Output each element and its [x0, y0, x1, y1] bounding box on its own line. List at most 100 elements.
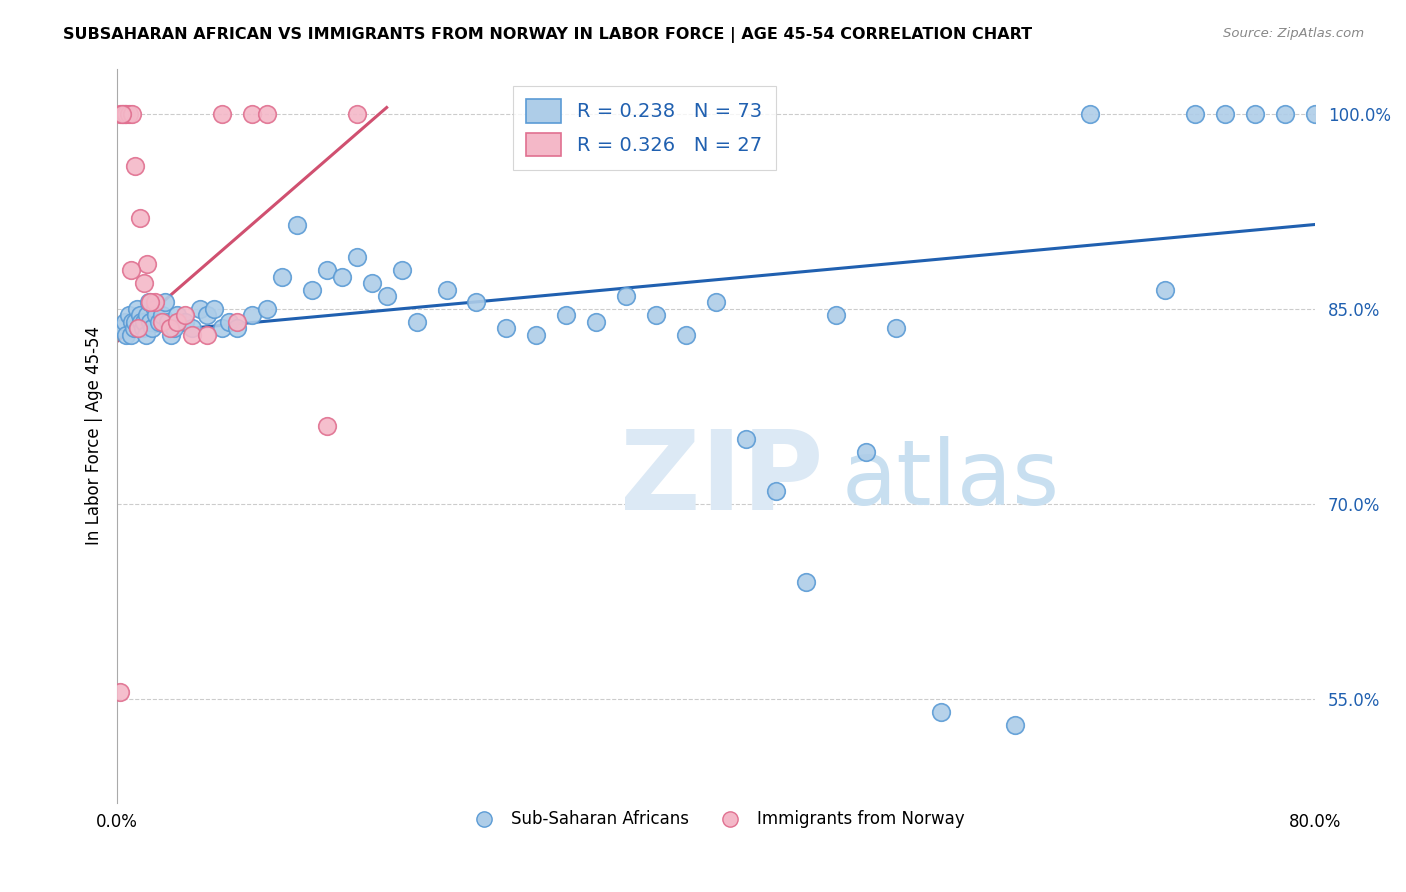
Point [143, 301, 166, 316]
Point [1184, 107, 1206, 121]
Point [330, 269, 353, 284]
Point [794, 574, 817, 589]
Point [148, 315, 170, 329]
Point [195, 328, 218, 343]
Point [150, 315, 173, 329]
Point [143, 295, 166, 310]
Point [675, 328, 697, 343]
Point [195, 309, 218, 323]
Point [1078, 107, 1101, 121]
Point [315, 263, 337, 277]
Point [226, 321, 249, 335]
Point [122, 321, 145, 335]
Point [115, 328, 138, 343]
Point [405, 315, 427, 329]
Point [108, 107, 131, 121]
Point [285, 218, 308, 232]
Point [1004, 718, 1026, 732]
Point [211, 107, 233, 121]
Point [614, 289, 637, 303]
Point [135, 328, 157, 343]
Point [114, 315, 136, 329]
Point [645, 309, 668, 323]
Point [118, 107, 141, 121]
Point [145, 309, 167, 323]
Point [884, 321, 907, 335]
Point [136, 309, 159, 323]
Point [465, 295, 488, 310]
Point [153, 295, 176, 310]
Point [346, 250, 368, 264]
Point [204, 301, 226, 316]
Point [114, 107, 136, 121]
Point [120, 263, 142, 277]
Point [929, 705, 952, 719]
Point [134, 315, 156, 329]
Point [128, 211, 150, 225]
Point [524, 328, 547, 343]
Point [128, 309, 150, 323]
Point [127, 321, 149, 335]
Point [181, 321, 204, 335]
Point [166, 315, 188, 329]
Point [240, 107, 263, 121]
Point [360, 276, 382, 290]
Point [121, 315, 143, 329]
Point [181, 328, 204, 343]
Point [1274, 107, 1296, 121]
Point [166, 309, 188, 323]
Point [157, 315, 180, 329]
Point [495, 321, 517, 335]
Point [1154, 283, 1177, 297]
Point [211, 321, 233, 335]
Point [160, 328, 183, 343]
Text: SUBSAHARAN AFRICAN VS IMMIGRANTS FROM NORWAY IN LABOR FORCE | AGE 45-54 CORRELAT: SUBSAHARAN AFRICAN VS IMMIGRANTS FROM NO… [63, 27, 1032, 43]
Point [129, 315, 152, 329]
Point [436, 283, 458, 297]
Text: ZIP: ZIP [620, 426, 824, 533]
Point [1213, 107, 1236, 121]
Y-axis label: In Labor Force | Age 45-54: In Labor Force | Age 45-54 [86, 326, 103, 545]
Point [375, 289, 398, 303]
Point [150, 309, 173, 323]
Point [138, 295, 160, 310]
Point [120, 328, 142, 343]
Point [256, 107, 278, 121]
Point [136, 256, 159, 270]
Point [391, 263, 413, 277]
Point [124, 159, 146, 173]
Point [139, 315, 162, 329]
Point [118, 309, 141, 323]
Point [111, 321, 134, 335]
Point [704, 295, 727, 310]
Text: atlas: atlas [842, 436, 1060, 524]
Point [188, 301, 211, 316]
Point [131, 321, 153, 335]
Point [346, 107, 368, 121]
Point [115, 107, 138, 121]
Point [111, 107, 134, 121]
Point [585, 315, 607, 329]
Point [159, 321, 181, 335]
Point [218, 315, 240, 329]
Point [256, 301, 278, 316]
Point [1244, 107, 1267, 121]
Point [141, 321, 163, 335]
Legend: Sub-Saharan Africans, Immigrants from Norway: Sub-Saharan Africans, Immigrants from No… [461, 804, 972, 835]
Point [765, 483, 787, 498]
Point [240, 309, 263, 323]
Point [127, 321, 149, 335]
Point [124, 315, 146, 329]
Point [108, 685, 131, 699]
Point [139, 295, 162, 310]
Point [301, 283, 323, 297]
Point [173, 309, 195, 323]
Point [555, 309, 578, 323]
Point [315, 419, 337, 434]
Text: Source: ZipAtlas.com: Source: ZipAtlas.com [1223, 27, 1364, 40]
Point [824, 309, 846, 323]
Point [270, 269, 292, 284]
Point [121, 107, 143, 121]
Point [134, 276, 156, 290]
Point [173, 315, 195, 329]
